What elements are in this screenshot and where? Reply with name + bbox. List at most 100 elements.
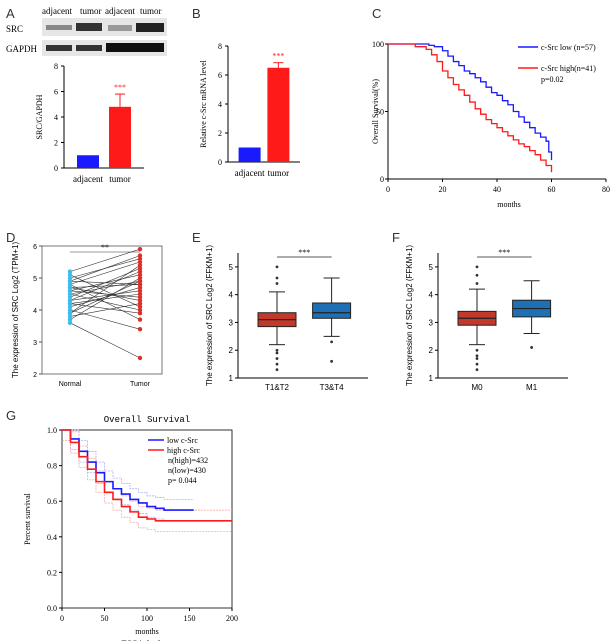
y-axis-label: Relative c-Src mRNA level	[199, 59, 208, 148]
tumor-point	[137, 269, 143, 274]
paired-line	[69, 284, 141, 320]
chart-title: Overall Survival	[104, 415, 190, 425]
y-tick-label: 4	[429, 291, 434, 300]
y-tick-label: 2	[54, 139, 58, 148]
y-tick-label: 0	[54, 164, 58, 173]
normal-point	[67, 311, 73, 316]
panel-label-g: G	[6, 408, 17, 423]
tumor-point	[137, 327, 143, 332]
y-axis-label: Overall Survival(%)	[371, 79, 380, 144]
paired-line	[69, 284, 141, 288]
y-tick-label: 8	[54, 62, 58, 71]
y-tick-label: 6	[218, 71, 222, 80]
wb-band	[46, 45, 72, 51]
y-tick-label: 4	[54, 113, 58, 122]
x-tick-label: 20	[439, 185, 447, 194]
confidence-band	[62, 429, 194, 500]
y-tick-label: 50	[376, 108, 384, 117]
western-blot-image: adjacent tumor adjacent tumor SRC GAPDH	[6, 6, 167, 56]
y-tick-label: 4	[229, 291, 234, 300]
significance-label: ***	[498, 248, 510, 257]
x-axis-label: T stage	[290, 397, 317, 398]
footer-label: TCGA database	[122, 639, 173, 641]
y-tick-label: 0.0	[47, 604, 57, 613]
x-axis-label: months	[497, 200, 521, 209]
y-tick-label: 5	[229, 263, 234, 272]
normal-point	[67, 295, 73, 300]
tumor-point	[137, 355, 143, 361]
tumor-point	[137, 291, 143, 297]
annotation-label: n(low)=430	[168, 466, 206, 475]
outlier-point	[275, 357, 279, 360]
normal-point	[67, 291, 73, 297]
outlier-point	[475, 265, 479, 269]
panel-label-a: A	[6, 6, 15, 21]
survival-curve-red	[62, 429, 232, 522]
normal-point	[67, 314, 73, 319]
outlier-point	[475, 362, 479, 366]
panel-label-f: F	[392, 230, 400, 245]
normal-point	[67, 279, 73, 284]
wb-lane-label: tumor	[140, 6, 162, 16]
y-tick-label: 2	[229, 346, 234, 355]
y-axis-label: The expression of SRC Log2 (TPM+1)	[11, 242, 20, 379]
x-tick-label: 200	[226, 614, 238, 623]
tumor-point	[137, 256, 143, 261]
bar	[109, 106, 131, 168]
y-tick-label: 8	[218, 42, 222, 51]
legend-label: low c-Src	[167, 436, 198, 445]
significance-label: ***	[298, 248, 310, 257]
tumor-point	[137, 266, 143, 271]
survival-curve-red	[388, 43, 553, 173]
y-tick-label: 4	[218, 100, 222, 109]
chart-c-survival: 0 20 40 60 80 0 50 100 c-Src low (n=57) c-Src hig…	[371, 40, 610, 209]
paired-line	[69, 248, 141, 272]
y-tick-label: 0	[380, 175, 384, 184]
x-tick-label: 50	[101, 614, 109, 623]
x-tick-label: Tumor	[130, 381, 151, 388]
normal-point	[67, 288, 73, 293]
tumor-point	[137, 263, 143, 268]
x-tick-label: 40	[493, 185, 501, 194]
x-tick-label: M0	[471, 383, 483, 392]
panel-label-e: E	[192, 230, 201, 245]
paired-line	[69, 255, 141, 282]
wb-band	[106, 43, 164, 52]
x-tick-label: 80	[602, 185, 610, 194]
x-tick-label: M1	[526, 383, 538, 392]
paired-line	[69, 309, 141, 330]
tumor-point	[137, 253, 143, 258]
x-tick-label: T3&T4	[320, 383, 345, 392]
significance-label: **	[101, 243, 109, 252]
outlier-point	[475, 354, 479, 358]
x-tick-label: 0	[60, 614, 64, 623]
wb-band	[136, 23, 164, 32]
paired-line	[69, 264, 141, 314]
outlier-point	[530, 346, 533, 349]
confidence-band	[62, 429, 232, 511]
normal-point	[67, 282, 73, 287]
annotation-label: n(high)=432	[168, 456, 208, 465]
y-tick-label: 0.2	[47, 568, 57, 577]
tumor-point	[137, 275, 143, 281]
y-tick-label: 3	[429, 318, 434, 327]
legend-label: c-Src low (n=57)	[541, 43, 596, 52]
y-tick-label: 2	[429, 346, 434, 355]
paired-line	[69, 261, 141, 285]
significance-label: ***	[272, 52, 284, 61]
tumor-point	[137, 295, 143, 300]
y-tick-label: 3	[33, 340, 37, 347]
wb-row-label-gapdh: GAPDH	[6, 44, 38, 54]
x-axis-label: months	[135, 627, 159, 636]
legend-label: c-Src high(n=41)	[541, 64, 596, 73]
outlier-point	[475, 368, 479, 372]
y-tick-label: 0.8	[47, 462, 57, 471]
chart-g-survival: Overall Survival 0 50 100 150 200 0.0 0.2 0.4 0.6…	[23, 415, 238, 641]
outlier-point	[475, 348, 479, 352]
paired-line	[69, 322, 141, 359]
wb-lane-label: adjacent	[42, 6, 72, 16]
normal-point	[67, 320, 73, 325]
normal-point	[67, 269, 73, 274]
wb-lane-label: adjacent	[105, 6, 135, 16]
bar	[267, 67, 290, 162]
